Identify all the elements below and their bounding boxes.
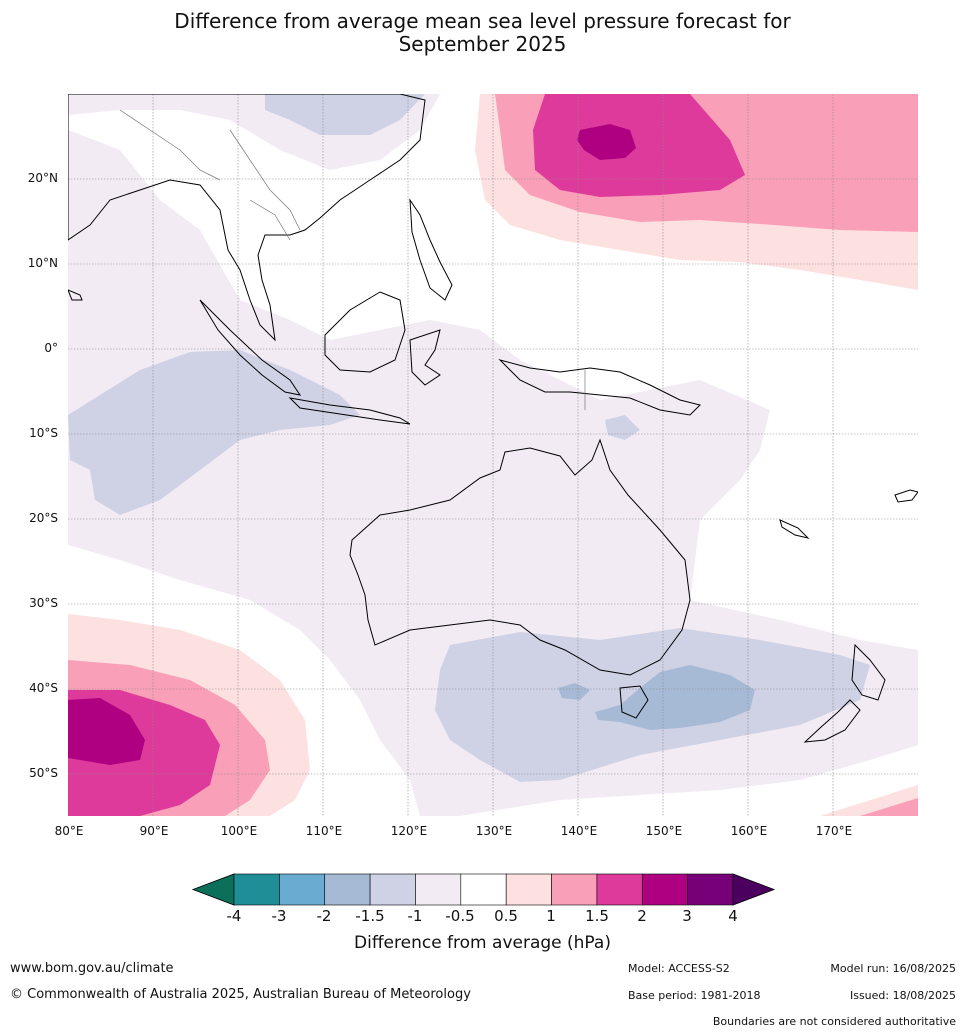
colorbar-segment bbox=[415, 873, 462, 906]
colorbar-segment bbox=[279, 873, 326, 906]
lat-label-20s: 20°S bbox=[29, 511, 58, 525]
base-period-text: Base period: 1981-2018 bbox=[628, 989, 761, 1002]
lon-label-80e: 80°E bbox=[54, 824, 84, 838]
colorbar-label: -0.5 bbox=[445, 907, 475, 925]
issued-text: Issued: 18/08/2025 bbox=[849, 989, 956, 1002]
lon-label-90e: 90°E bbox=[139, 824, 169, 838]
map-title: Difference from average mean sea level p… bbox=[0, 10, 965, 56]
colorbar-bar bbox=[191, 873, 776, 906]
lon-label-110e: 110°E bbox=[305, 824, 343, 838]
colorbar-label: -4 bbox=[226, 907, 242, 925]
lon-label-120e: 120°E bbox=[390, 824, 428, 838]
coast-new-zealand-south bbox=[803, 699, 861, 743]
coast-tasmania bbox=[619, 685, 649, 719]
lat-label-20n: 20°N bbox=[27, 171, 58, 185]
colorbar-extension-high bbox=[732, 873, 776, 906]
gridlines bbox=[68, 94, 918, 816]
coast-borneo bbox=[324, 291, 406, 373]
colorbar-label: -2 bbox=[316, 907, 332, 925]
colorbar-label: -1 bbox=[407, 907, 423, 925]
colorbar-label: 1.5 bbox=[585, 907, 609, 925]
coast-sulawesi bbox=[409, 329, 441, 386]
colorbar-label: -1.5 bbox=[355, 907, 385, 925]
coast-asia-mainland bbox=[68, 94, 426, 342]
anomaly-magenta-north bbox=[533, 94, 745, 197]
colorbar-label: 0.5 bbox=[494, 907, 518, 925]
coast-philippines bbox=[409, 198, 453, 301]
anomaly-deep-magenta-north bbox=[577, 124, 636, 160]
colorbar-extension-low bbox=[191, 873, 235, 906]
disclaimer-text: Boundaries are not considered authoritat… bbox=[712, 1015, 956, 1028]
colorbar-label: 2 bbox=[637, 907, 647, 925]
lon-label-130e: 130°E bbox=[475, 824, 513, 838]
lon-label-140e: 140°E bbox=[560, 824, 598, 838]
map-panel bbox=[68, 94, 918, 816]
coast-sumatra bbox=[199, 299, 302, 396]
colorbar-label: 4 bbox=[728, 907, 738, 925]
lat-label-10n: 10°N bbox=[27, 256, 58, 270]
colorbar-label: -3 bbox=[271, 907, 287, 925]
lat-label-30s: 30°S bbox=[29, 596, 58, 610]
colorbar-segment bbox=[324, 873, 371, 906]
anomaly-pale-blue-north bbox=[265, 94, 425, 135]
title-line-2: September 2025 bbox=[398, 32, 567, 56]
colorbar-segment bbox=[233, 873, 280, 906]
lat-label-40s: 40°S bbox=[29, 681, 58, 695]
anomaly-blue-grey-small bbox=[558, 683, 590, 700]
colorbar-segment bbox=[460, 873, 507, 906]
colorbar-label: 3 bbox=[682, 907, 692, 925]
coastlines bbox=[68, 94, 918, 743]
anomaly-blue-grey-south bbox=[595, 665, 755, 730]
lon-label-100e: 100°E bbox=[220, 824, 258, 838]
colorbar-segment bbox=[369, 873, 416, 906]
coast-new-zealand-north bbox=[851, 643, 886, 701]
coast-java bbox=[288, 397, 411, 425]
coast-new-caledonia bbox=[779, 519, 810, 539]
title-line-1: Difference from average mean sea level p… bbox=[174, 9, 791, 33]
anomaly-lavender-east bbox=[600, 380, 770, 450]
coast-fiji bbox=[894, 489, 918, 503]
country-borders bbox=[119, 109, 586, 410]
lon-label-170e: 170°E bbox=[815, 824, 853, 838]
colorbar-title: Difference from average (hPa) bbox=[354, 933, 611, 953]
colorbar-segment bbox=[687, 873, 734, 906]
lon-label-160e: 160°E bbox=[730, 824, 768, 838]
coast-sri-lanka bbox=[68, 289, 83, 301]
colorbar-segment bbox=[641, 873, 688, 906]
copyright-text: © Commonwealth of Australia 2025, Austra… bbox=[10, 987, 471, 1002]
anomaly-pink-mid-southeast bbox=[860, 798, 918, 816]
colorbar-label: 1 bbox=[546, 907, 556, 925]
lat-label-0: 0° bbox=[44, 341, 58, 355]
anomaly-pale-blue-small bbox=[605, 415, 640, 440]
anomaly-pale-blue-indian bbox=[68, 350, 360, 515]
colorbar-segment bbox=[505, 873, 552, 906]
website-link[interactable]: www.bom.gov.au/climate bbox=[10, 961, 174, 976]
coast-australia bbox=[349, 438, 691, 676]
lat-label-10s: 10°S bbox=[29, 426, 58, 440]
lat-label-50s: 50°S bbox=[29, 766, 58, 780]
coast-new-guinea bbox=[498, 359, 701, 416]
colorbar-segment bbox=[551, 873, 598, 906]
colorbar-segment bbox=[596, 873, 643, 906]
model-run-text: Model run: 16/08/2025 bbox=[830, 962, 956, 975]
lon-label-150e: 150°E bbox=[645, 824, 683, 838]
anomaly-deep-magenta-south bbox=[68, 698, 145, 765]
model-text: Model: ACCESS-S2 bbox=[628, 962, 730, 975]
